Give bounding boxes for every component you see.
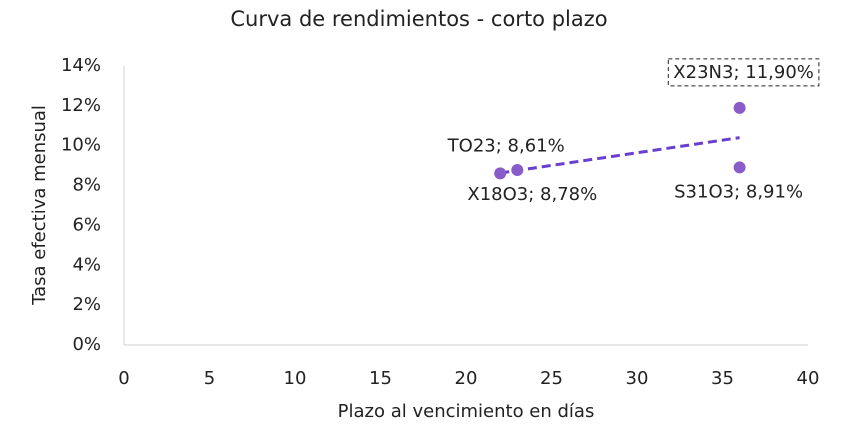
- data-label: TO23; 8,61%: [447, 135, 565, 156]
- x-tick-label: 20: [455, 368, 478, 389]
- point: [494, 167, 507, 180]
- x-tick-label: 30: [626, 368, 649, 389]
- point: [511, 164, 524, 177]
- y-tick-label: 4%: [72, 254, 101, 275]
- x-axis-label: Plazo al vencimiento en días: [338, 401, 595, 422]
- x-tick-label: 25: [540, 368, 563, 389]
- x-tick-label: 15: [369, 368, 392, 389]
- data-label: X23N3; 11,90%: [673, 62, 814, 83]
- x-tick-label: 10: [284, 368, 307, 389]
- y-tick-label: 2%: [72, 294, 101, 315]
- y-tick-label: 14%: [61, 55, 101, 76]
- x-tick-label: 40: [797, 368, 820, 389]
- point: [733, 161, 746, 174]
- x-tick-label: 35: [711, 368, 734, 389]
- x-tick-label: 5: [204, 368, 215, 389]
- y-tick-label: 0%: [72, 334, 101, 355]
- chart-title: Curva de rendimientos - corto plazo: [230, 7, 607, 31]
- trendline: [499, 136, 740, 175]
- y-tick-label: 12%: [61, 95, 101, 116]
- y-axis-label: Tasa efectiva mensual: [29, 105, 50, 306]
- point: [733, 101, 746, 114]
- y-tick-label: 8%: [72, 175, 101, 196]
- x-tick-label: 0: [118, 368, 129, 389]
- data-label: S31O3; 8,91%: [674, 181, 803, 202]
- y-tick-label: 6%: [72, 214, 101, 235]
- label-box: [667, 58, 820, 87]
- y-tick-label: 10%: [61, 135, 101, 156]
- data-label: X18O3; 8,78%: [467, 184, 597, 205]
